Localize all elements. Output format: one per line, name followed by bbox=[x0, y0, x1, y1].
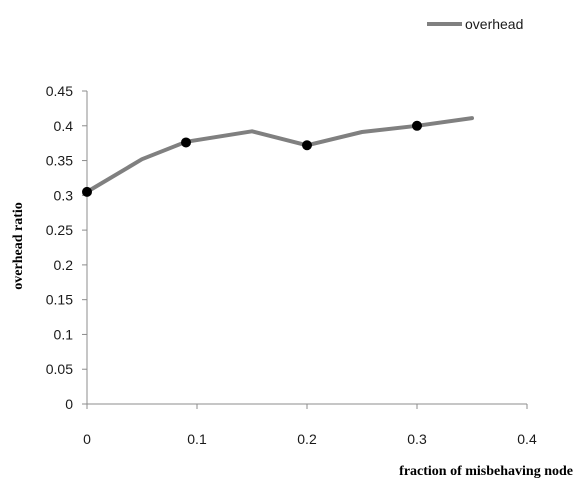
x-tick-label: 0.3 bbox=[407, 431, 427, 447]
legend-label-overhead: overhead bbox=[465, 16, 523, 32]
data-point-marker bbox=[412, 120, 422, 131]
x-tick-label: 0 bbox=[83, 431, 91, 447]
legend: overhead bbox=[427, 16, 523, 32]
series-line-overhead bbox=[85, 116, 474, 194]
y-tick-label: 0.1 bbox=[54, 326, 74, 342]
x-tick-label: 0.1 bbox=[187, 431, 207, 447]
data-point-marker bbox=[82, 186, 92, 197]
y-tick-label: 0.25 bbox=[46, 222, 73, 238]
y-tick-label: 0.35 bbox=[46, 153, 73, 169]
series-group bbox=[82, 116, 474, 197]
x-axis-ticks: 0 0.1 0.2 0.3 0.4 bbox=[83, 404, 537, 447]
data-point-marker bbox=[302, 140, 312, 151]
y-tick-label: 0 bbox=[65, 396, 73, 412]
data-point-marker bbox=[181, 137, 191, 148]
y-axis-title: overhead ratio bbox=[11, 202, 26, 289]
y-tick-label: 0.45 bbox=[46, 83, 73, 99]
y-tick-label: 0.3 bbox=[54, 187, 74, 203]
y-tick-label: 0.05 bbox=[46, 361, 73, 377]
x-tick-label: 0.4 bbox=[517, 431, 537, 447]
x-axis-title: fraction of misbehaving node bbox=[399, 464, 573, 479]
y-axis-ticks: 0 0.05 0.1 0.15 0.2 0.25 0.3 0.35 0.4 0.45 bbox=[46, 83, 87, 412]
y-tick-label: 0.2 bbox=[54, 257, 74, 273]
x-tick-label: 0.2 bbox=[297, 431, 317, 447]
y-tick-label: 0.15 bbox=[46, 292, 73, 308]
y-tick-label: 0.4 bbox=[54, 118, 74, 134]
